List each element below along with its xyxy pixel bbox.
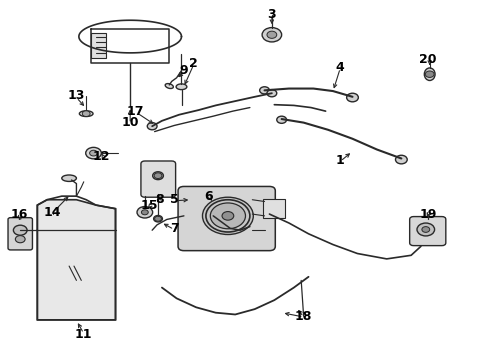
- Text: 5: 5: [170, 193, 178, 206]
- Text: 15: 15: [141, 199, 158, 212]
- Circle shape: [147, 123, 157, 130]
- Text: 9: 9: [180, 64, 188, 77]
- Text: 12: 12: [92, 150, 110, 163]
- Text: 18: 18: [295, 310, 312, 323]
- Circle shape: [267, 90, 277, 97]
- Ellipse shape: [62, 175, 76, 181]
- Circle shape: [137, 207, 153, 218]
- Circle shape: [346, 93, 358, 102]
- Text: 11: 11: [75, 328, 93, 341]
- Circle shape: [262, 28, 282, 42]
- Text: 7: 7: [170, 222, 178, 235]
- Text: 14: 14: [43, 206, 61, 219]
- Ellipse shape: [424, 68, 435, 81]
- FancyBboxPatch shape: [178, 186, 275, 251]
- FancyBboxPatch shape: [8, 218, 32, 250]
- Circle shape: [210, 203, 245, 229]
- Text: 3: 3: [268, 8, 276, 21]
- Circle shape: [90, 150, 98, 156]
- FancyBboxPatch shape: [91, 33, 106, 58]
- Text: 1: 1: [336, 154, 344, 167]
- Text: 6: 6: [204, 190, 213, 203]
- Circle shape: [260, 87, 270, 94]
- Text: 2: 2: [189, 57, 198, 70]
- Text: 10: 10: [122, 116, 139, 129]
- Circle shape: [422, 226, 430, 232]
- FancyBboxPatch shape: [141, 161, 175, 197]
- FancyBboxPatch shape: [410, 217, 446, 246]
- Text: 20: 20: [419, 53, 437, 66]
- Text: 8: 8: [155, 193, 164, 206]
- Circle shape: [154, 173, 162, 179]
- Circle shape: [155, 216, 161, 221]
- Ellipse shape: [165, 84, 173, 89]
- Circle shape: [82, 111, 90, 117]
- Ellipse shape: [153, 172, 163, 180]
- Circle shape: [15, 235, 25, 243]
- Circle shape: [13, 225, 27, 235]
- Circle shape: [417, 223, 435, 236]
- Ellipse shape: [79, 111, 93, 117]
- Text: 4: 4: [336, 60, 344, 73]
- Circle shape: [222, 212, 234, 220]
- Circle shape: [425, 71, 434, 77]
- Text: 19: 19: [419, 208, 437, 221]
- Text: 16: 16: [11, 208, 28, 221]
- Circle shape: [267, 31, 277, 39]
- Circle shape: [277, 116, 287, 123]
- Circle shape: [395, 155, 407, 164]
- Ellipse shape: [154, 216, 162, 222]
- Text: 13: 13: [68, 89, 85, 102]
- FancyBboxPatch shape: [263, 199, 285, 218]
- Circle shape: [86, 147, 101, 159]
- Ellipse shape: [176, 84, 187, 90]
- Text: 17: 17: [126, 105, 144, 118]
- Circle shape: [202, 197, 253, 234]
- Polygon shape: [37, 200, 116, 320]
- Circle shape: [142, 210, 148, 215]
